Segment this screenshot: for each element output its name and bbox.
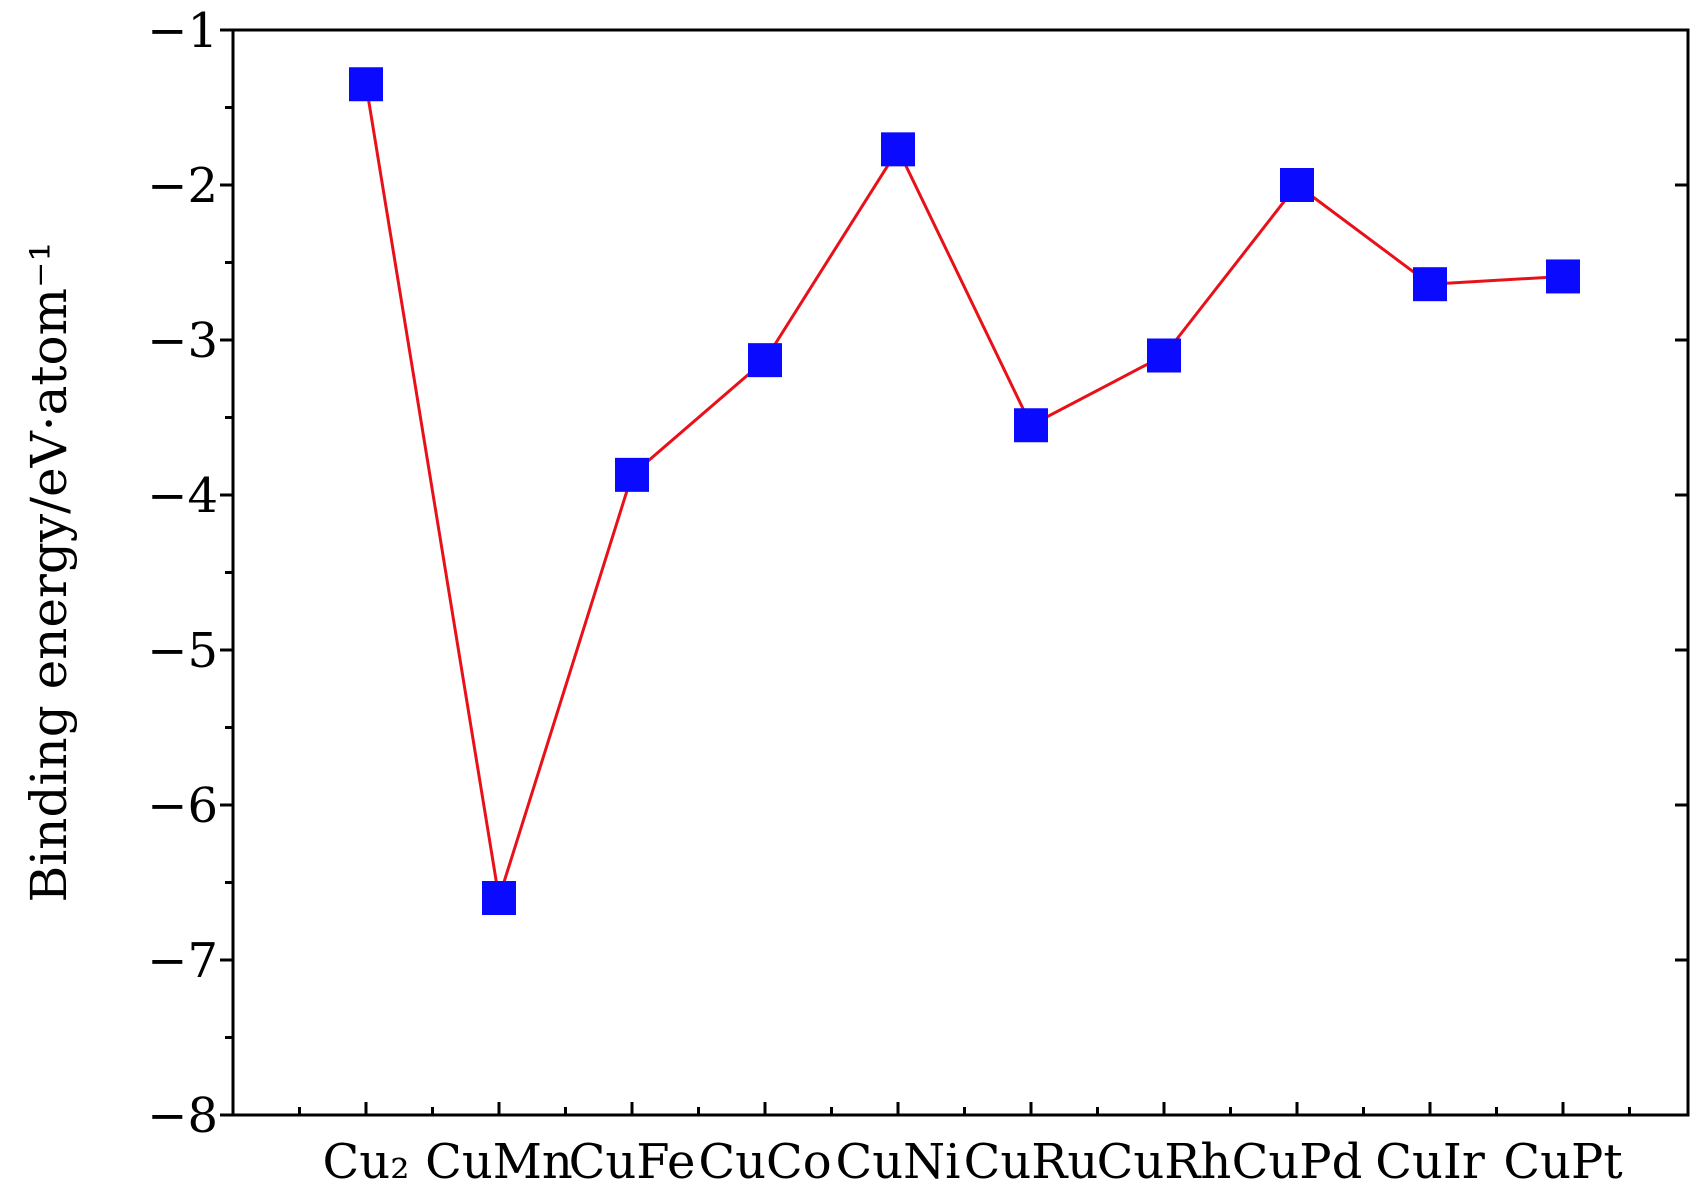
- y-tick-label: −6: [147, 778, 218, 834]
- y-tick-label: −3: [147, 313, 218, 369]
- data-point-marker: [1413, 267, 1447, 302]
- x-tick-label: CuIr: [1375, 1134, 1485, 1190]
- y-axis-title: Binding energy/eV·atom⁻¹: [20, 242, 78, 903]
- series-line: [364, 84, 1564, 899]
- plot-frame: [231, 28, 1690, 1117]
- data-point-marker: [1014, 408, 1048, 443]
- tick-marks: [220, 28, 1688, 1117]
- data-point-marker: [881, 132, 915, 167]
- y-tick-label: −5: [147, 623, 218, 679]
- data-markers: [349, 67, 1580, 915]
- x-tick-label: CuCo: [698, 1134, 831, 1190]
- data-point-marker: [1147, 338, 1181, 373]
- x-tick-label: CuRh: [1097, 1134, 1232, 1190]
- data-point-marker: [1280, 168, 1314, 202]
- x-tick-label: CuPt: [1503, 1134, 1622, 1190]
- data-point-marker: [482, 881, 516, 915]
- data-point-marker: [1546, 259, 1580, 294]
- data-point-marker: [748, 343, 782, 378]
- y-tick-label: −2: [147, 158, 218, 214]
- data-point-marker: [349, 67, 383, 102]
- y-tick-label: −1: [147, 3, 218, 59]
- x-tick-label: CuRu: [964, 1134, 1099, 1190]
- x-tick-label: CuPd: [1232, 1134, 1363, 1190]
- x-tick-label: Cu₂: [323, 1134, 410, 1190]
- x-tick-label: CuMn: [425, 1134, 573, 1190]
- data-point-marker: [615, 457, 649, 492]
- x-tick-label: CuNi: [836, 1134, 961, 1190]
- x-tick-label: CuFe: [569, 1134, 696, 1190]
- y-tick-label: −8: [147, 1088, 218, 1144]
- y-tick-label: −7: [147, 933, 218, 989]
- y-tick-label: −4: [147, 468, 218, 524]
